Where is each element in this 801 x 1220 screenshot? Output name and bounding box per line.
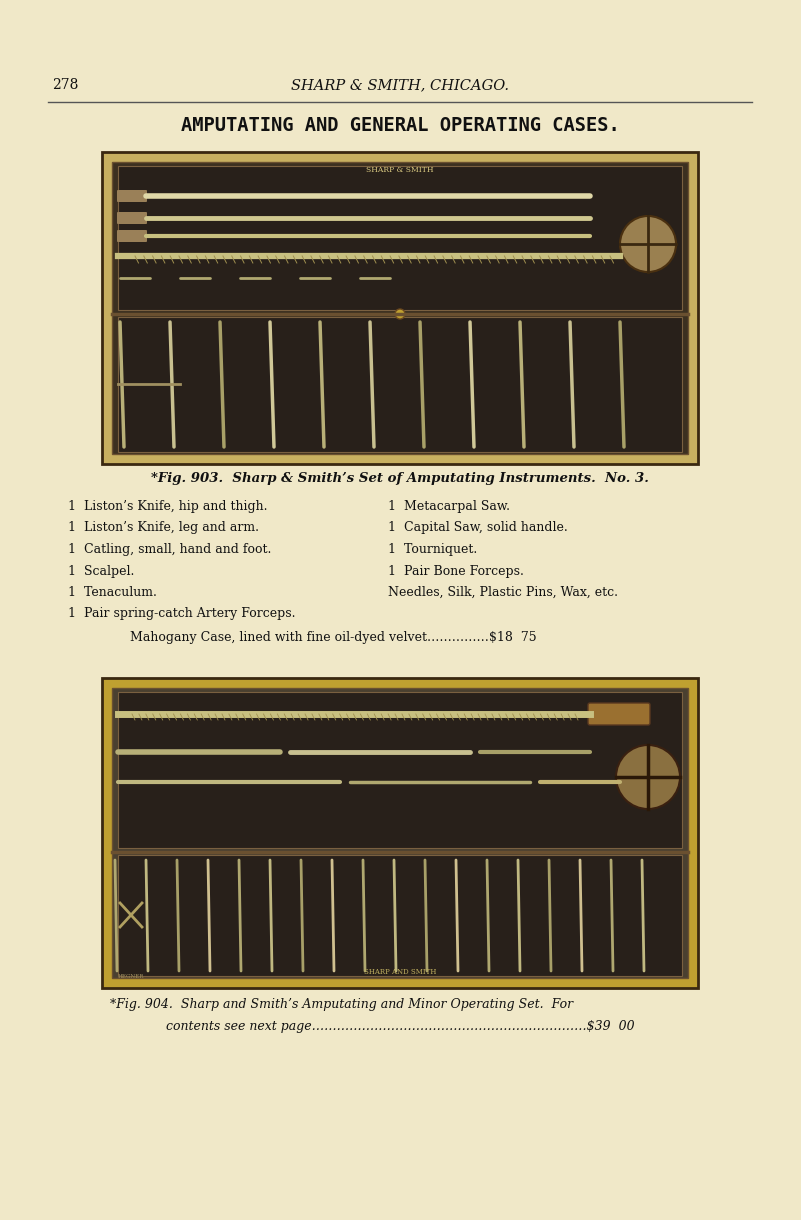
Text: 1  Liston’s Knife, leg and arm.: 1 Liston’s Knife, leg and arm. <box>68 521 259 534</box>
Text: *Fig. 903.  Sharp & Smith’s Set of Amputating Instruments.  No. 3.: *Fig. 903. Sharp & Smith’s Set of Amputa… <box>151 472 649 486</box>
Text: 1  Liston’s Knife, hip and thigh.: 1 Liston’s Knife, hip and thigh. <box>68 500 268 512</box>
FancyBboxPatch shape <box>117 190 147 203</box>
FancyBboxPatch shape <box>118 317 682 451</box>
Text: 1  Pair Bone Forceps.: 1 Pair Bone Forceps. <box>388 565 524 577</box>
FancyBboxPatch shape <box>102 152 698 464</box>
Text: 1  Scalpel.: 1 Scalpel. <box>68 565 135 577</box>
Text: SHARP AND SMITH: SHARP AND SMITH <box>364 967 437 976</box>
Text: 1  Catling, small, hand and foot.: 1 Catling, small, hand and foot. <box>68 543 272 556</box>
FancyBboxPatch shape <box>118 166 682 310</box>
Text: HEGNER: HEGNER <box>118 974 144 978</box>
Circle shape <box>620 216 676 272</box>
Text: 278: 278 <box>52 78 78 92</box>
FancyBboxPatch shape <box>117 231 147 242</box>
Text: SHARP & SMITH: SHARP & SMITH <box>366 166 434 174</box>
FancyBboxPatch shape <box>118 855 682 976</box>
FancyBboxPatch shape <box>117 212 147 224</box>
Text: Mahogany Case, lined with fine oil-dyed velvet……………$18  75: Mahogany Case, lined with fine oil-dyed … <box>130 631 537 644</box>
Text: 1  Pair spring-catch Artery Forceps.: 1 Pair spring-catch Artery Forceps. <box>68 608 296 621</box>
Text: SHARP & SMITH, CHICAGO.: SHARP & SMITH, CHICAGO. <box>291 78 509 92</box>
FancyBboxPatch shape <box>112 162 688 454</box>
FancyBboxPatch shape <box>588 703 650 725</box>
Text: 1  Tourniquet.: 1 Tourniquet. <box>388 543 477 556</box>
Text: 1  Tenaculum.: 1 Tenaculum. <box>68 586 157 599</box>
Text: *Fig. 904.  Sharp and Smith’s Amputating and Minor Operating Set.  For: *Fig. 904. Sharp and Smith’s Amputating … <box>110 998 574 1011</box>
Text: AMPUTATING AND GENERAL OPERATING CASES.: AMPUTATING AND GENERAL OPERATING CASES. <box>180 116 619 135</box>
Text: contents see next page…………………………………………………………$39  00: contents see next page………………………………………………… <box>166 1020 634 1033</box>
Circle shape <box>395 309 405 318</box>
Text: Needles, Silk, Plastic Pins, Wax, etc.: Needles, Silk, Plastic Pins, Wax, etc. <box>388 586 618 599</box>
FancyBboxPatch shape <box>118 692 682 848</box>
Text: 1  Metacarpal Saw.: 1 Metacarpal Saw. <box>388 500 510 512</box>
FancyBboxPatch shape <box>102 678 698 988</box>
Circle shape <box>616 745 680 809</box>
Text: 1  Capital Saw, solid handle.: 1 Capital Saw, solid handle. <box>388 521 568 534</box>
FancyBboxPatch shape <box>112 688 688 978</box>
